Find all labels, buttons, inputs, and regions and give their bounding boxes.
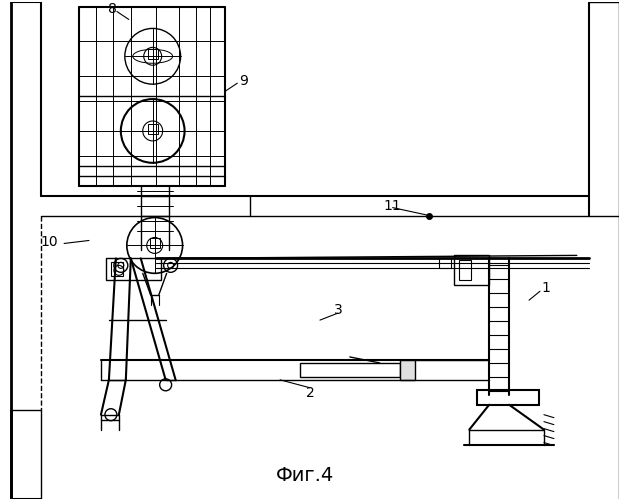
Text: 9: 9	[239, 74, 248, 88]
Bar	[106, 258, 161, 280]
Bar	[148, 124, 157, 134]
Text: 3: 3	[334, 303, 342, 317]
Bar	[454, 256, 489, 286]
Bar	[149, 238, 160, 248]
Text: 2: 2	[306, 386, 314, 400]
Bar	[440, 258, 451, 268]
Bar	[111, 262, 123, 276]
Bar	[300, 363, 400, 377]
Bar	[400, 360, 415, 380]
Text: 1: 1	[541, 282, 551, 296]
Text: 10: 10	[40, 236, 58, 250]
Bar	[459, 260, 471, 280]
Bar	[477, 390, 539, 404]
Bar	[148, 50, 157, 59]
Text: 8: 8	[108, 2, 117, 16]
Text: 11: 11	[384, 198, 402, 212]
Text: Фиг.4: Фиг.4	[276, 466, 334, 485]
